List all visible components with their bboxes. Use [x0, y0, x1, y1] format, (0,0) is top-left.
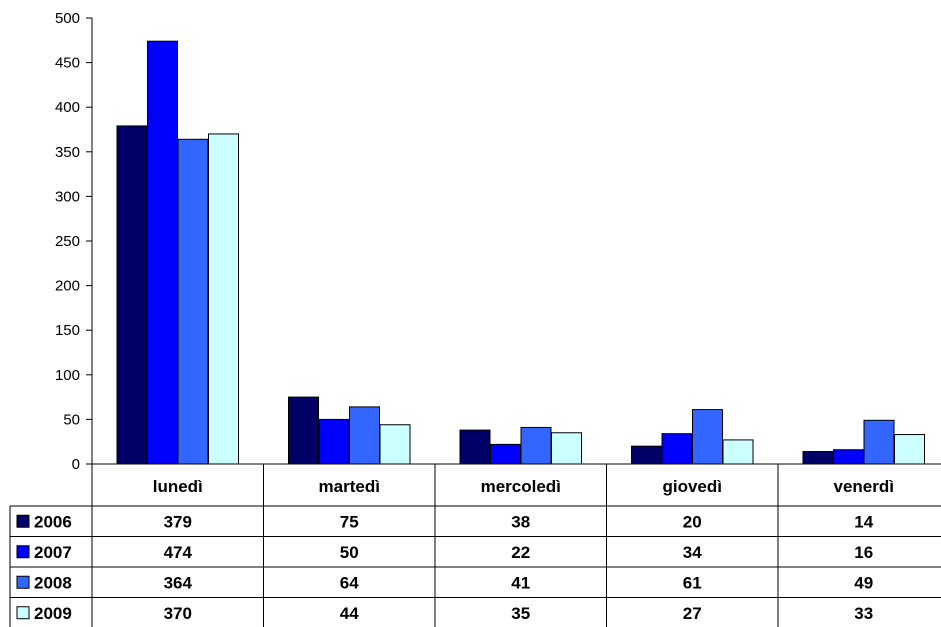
table-cell-value: 16 [854, 543, 873, 562]
y-tick-label: 150 [55, 322, 80, 339]
bar-2009-2 [551, 432, 582, 465]
bar-2009-1 [379, 424, 411, 465]
table-cell-value: 44 [340, 604, 359, 623]
category-label: martedì [319, 477, 380, 496]
bars [116, 40, 925, 465]
table-cell-value: 50 [340, 543, 359, 562]
category-label: mercoledì [481, 477, 561, 496]
bar-2006-4 [802, 451, 834, 465]
legend-swatch-2006 [16, 514, 30, 528]
table-cell-value: 474 [164, 543, 193, 562]
table-cell-value: 61 [683, 573, 702, 592]
legend-label: 2009 [34, 604, 72, 623]
data-table: lunedì martedì mercoledì giovedì venerdì 2006… [9, 463, 941, 627]
table-cell-value: 14 [854, 512, 873, 531]
bar-2006-3 [631, 445, 662, 465]
bar-2006-2 [459, 429, 491, 465]
y-tick-label: 250 [55, 233, 80, 250]
table-cell-value: 20 [683, 512, 702, 531]
legend-swatch-2008 [16, 575, 30, 589]
bar-2008-2 [520, 426, 552, 465]
bar-2006-1 [288, 396, 319, 465]
bar-2007-1 [318, 418, 350, 465]
legend-label: 2007 [34, 543, 72, 562]
bar-2008-0 [177, 138, 209, 465]
y-tick-label: 0 [72, 456, 80, 473]
table-cell-value: 22 [511, 543, 530, 562]
y-axis: 0 50 100 150 200 250 300 350 400 450 500 [55, 10, 93, 473]
bar-2007-4 [833, 449, 864, 465]
table-cell-value: 49 [854, 573, 873, 592]
table-cell-value: 64 [340, 573, 359, 592]
legend-swatch-2009 [16, 606, 30, 620]
category-label: venerdì [834, 477, 894, 496]
table-cell-value: 370 [164, 604, 192, 623]
bar-2008-4 [863, 419, 895, 465]
bar-2007-3 [661, 433, 693, 465]
y-tick-label: 200 [55, 278, 80, 295]
category-label: lunedì [153, 477, 203, 496]
legend-label: 2008 [34, 573, 72, 592]
category-label: giovedì [662, 477, 722, 496]
table-cell-value: 34 [683, 543, 702, 562]
y-tick-label: 450 [55, 55, 80, 72]
table-cell-value: 38 [511, 512, 530, 531]
table-cell-value: 379 [164, 512, 192, 531]
table-cell-value: 41 [511, 573, 530, 592]
bar-2008-1 [349, 406, 380, 465]
table-cell-value: 364 [164, 573, 193, 592]
bar-2009-4 [894, 434, 925, 465]
y-tick-label: 500 [55, 10, 80, 27]
table-cell-value: 35 [511, 604, 530, 623]
table-cell-value: 75 [340, 512, 359, 531]
y-tick-label: 400 [55, 99, 80, 116]
legend-label: 2006 [34, 512, 72, 531]
table-cell-value: 33 [854, 604, 873, 623]
table-cell-value: 27 [683, 604, 702, 623]
bar-2007-0 [147, 40, 178, 465]
bar-2009-3 [722, 439, 754, 465]
bar-2008-3 [692, 409, 723, 465]
bar-2009-0 [208, 133, 239, 465]
y-tick-label: 350 [55, 144, 80, 161]
legend-swatch-2007 [16, 545, 30, 559]
y-tick-label: 50 [63, 411, 80, 428]
y-tick-label: 300 [55, 188, 80, 205]
bar-2006-0 [116, 125, 148, 465]
bar-2007-2 [490, 443, 521, 465]
y-tick-label: 100 [55, 367, 80, 384]
